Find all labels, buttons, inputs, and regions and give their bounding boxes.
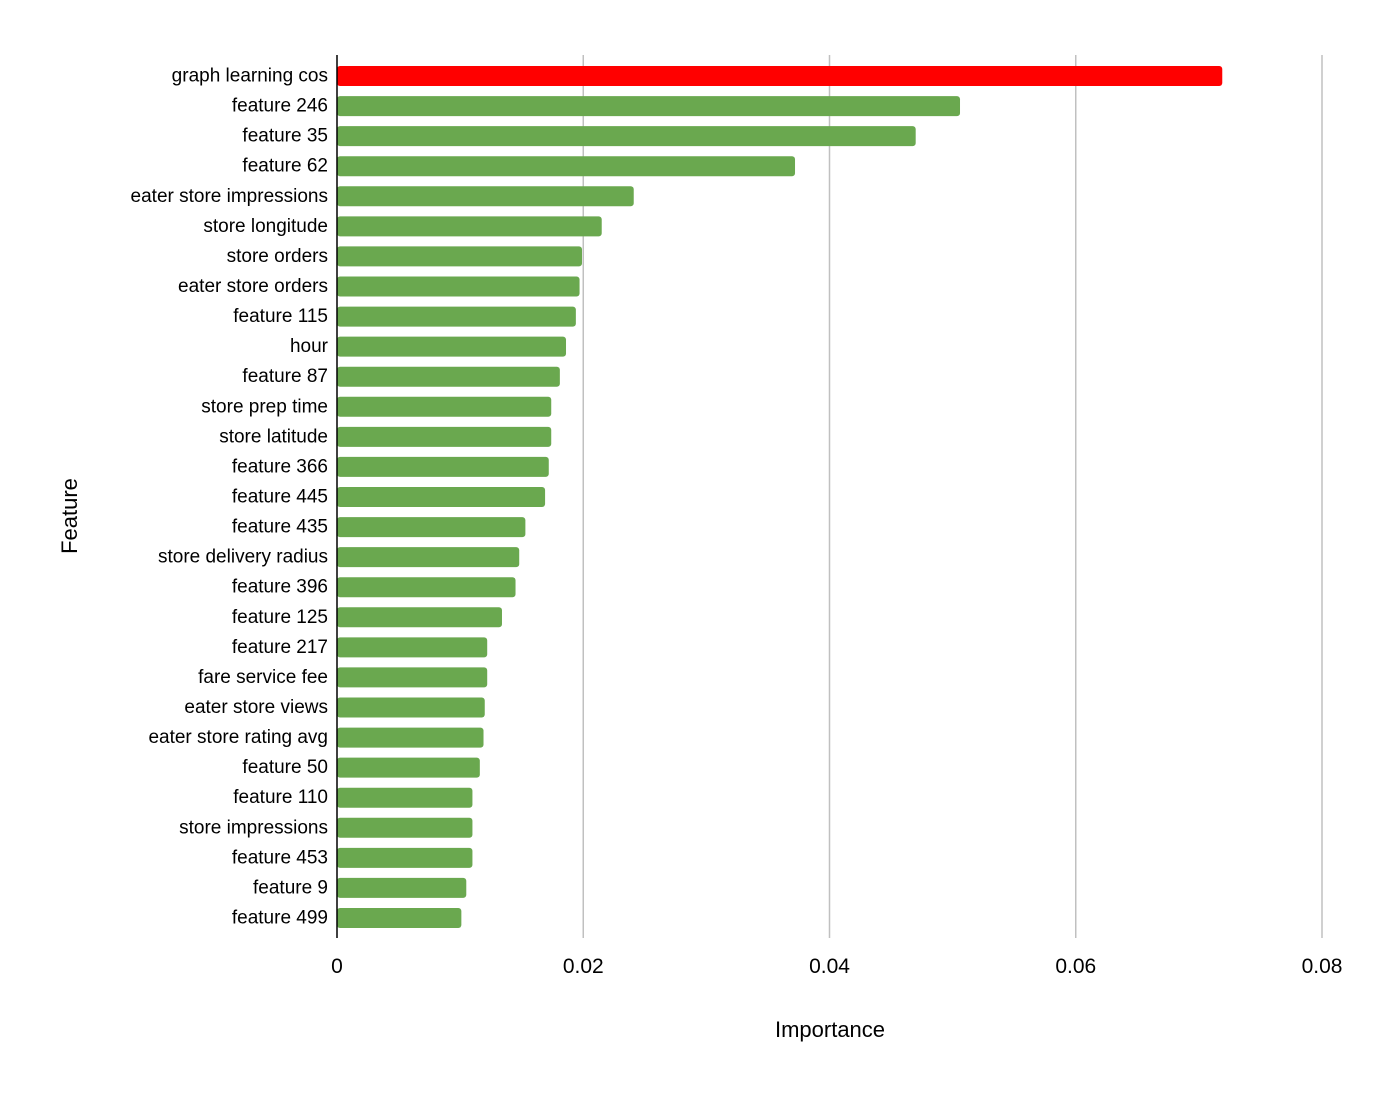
x-tick-label-0.02: 0.02 <box>563 955 604 978</box>
x-axis-title: Importance <box>775 1017 885 1042</box>
bar-feature-125 <box>337 607 502 628</box>
bar-fare-service-fee <box>337 667 488 688</box>
x-tick-labels: 0 0.02 0.04 0.06 0.08 <box>331 955 1342 978</box>
grid-lines <box>582 55 1323 938</box>
category-label-feature-217: feature 217 <box>232 637 328 658</box>
bar-feature-87 <box>337 366 560 387</box>
category-label-store-prep-time: store prep time <box>201 396 328 417</box>
bar-feature-217 <box>337 637 488 658</box>
bar-store-delivery-radius <box>337 547 520 568</box>
bar-eater-store-views <box>337 697 485 718</box>
category-label-feature-35: feature 35 <box>242 126 328 147</box>
category-label-store-delivery-radius: store delivery radius <box>158 547 328 568</box>
category-label-store-orders: store orders <box>227 246 328 267</box>
x-tick-label-0.08: 0.08 <box>1302 955 1343 978</box>
bar-eater-store-rating-avg <box>337 727 484 748</box>
bar-feature-246 <box>337 96 961 117</box>
category-label-store-latitude: store latitude <box>219 426 328 447</box>
bar-feature-453 <box>337 847 473 868</box>
category-label-eater-store-impressions: eater store impressions <box>131 186 328 207</box>
category-label-feature-115: feature 115 <box>233 306 328 327</box>
bar-eater-store-orders <box>337 276 580 297</box>
bar-feature-110 <box>337 787 473 808</box>
category-label-feature-499: feature 499 <box>232 908 328 929</box>
bar-feature-62 <box>337 156 796 177</box>
bar-feature-435 <box>337 517 526 538</box>
category-label-store-impressions: store impressions <box>179 817 328 838</box>
bar-feature-35 <box>337 126 916 147</box>
bar-feature-9 <box>337 877 467 898</box>
category-label-feature-125: feature 125 <box>232 607 328 628</box>
category-label-store-longitude: store longitude <box>203 216 328 237</box>
bar-store-prep-time <box>337 396 552 417</box>
category-label-eater-store-rating-avg: eater store rating avg <box>148 727 328 748</box>
category-label-feature-445: feature 445 <box>232 487 328 508</box>
bar-feature-366 <box>337 456 549 477</box>
category-label-hour: hour <box>290 336 329 357</box>
category-label-eater-store-orders: eater store orders <box>178 276 328 297</box>
category-label-feature-9: feature 9 <box>253 877 328 898</box>
x-tick-label-0: 0 <box>331 955 343 978</box>
y-axis-title: Feature <box>57 478 82 554</box>
category-label-eater-store-views: eater store views <box>184 697 328 718</box>
category-label-feature-453: feature 453 <box>232 847 328 868</box>
bar-store-impressions <box>337 817 473 838</box>
bar-eater-store-impressions <box>337 186 634 207</box>
category-label-feature-62: feature 62 <box>242 156 328 177</box>
category-label-feature-50: feature 50 <box>242 757 328 778</box>
category-label-fare-service-fee: fare service fee <box>198 667 328 688</box>
category-label-feature-435: feature 435 <box>232 517 328 538</box>
bar-feature-499 <box>337 908 462 928</box>
x-tick-label-0.04: 0.04 <box>809 955 850 978</box>
bar-feature-115 <box>337 306 576 327</box>
category-label-feature-110: feature 110 <box>233 787 328 808</box>
bar-feature-445 <box>337 487 546 507</box>
bar-graph-learning-cos <box>337 66 1223 86</box>
bar-feature-50 <box>337 757 480 778</box>
category-label-feature-396: feature 396 <box>232 577 328 598</box>
bar-hour <box>337 336 567 357</box>
bar-store-longitude <box>337 216 602 237</box>
bars <box>337 66 1223 928</box>
category-label-feature-87: feature 87 <box>242 366 328 387</box>
category-label-feature-246: feature 246 <box>232 96 328 117</box>
bar-store-latitude <box>337 426 552 447</box>
category-label-feature-366: feature 366 <box>232 456 328 477</box>
bar-store-orders <box>337 246 583 267</box>
category-labels: graph learning cos feature 246 feature 35 f… <box>131 66 329 929</box>
category-label-graph-learning-cos: graph learning cos <box>172 66 328 87</box>
x-tick-label-0.06: 0.06 <box>1055 955 1096 978</box>
bar-feature-396 <box>337 577 516 598</box>
